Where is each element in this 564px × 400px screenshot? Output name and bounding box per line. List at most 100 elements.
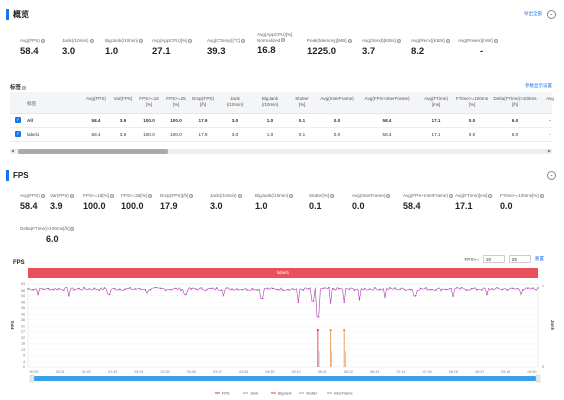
reset-button[interactable]: 重置 [534,256,544,261]
fps-point [68,295,70,297]
help-icon[interactable]: ? [330,193,335,198]
fps-metric: Stutter[%]? 0.1 [309,193,335,211]
help-icon[interactable]: ? [188,38,193,43]
help-icon[interactable]: ? [396,38,401,43]
slider-handle-left[interactable] [29,374,35,383]
param-display-settings-link[interactable]: 参数显示设置 [525,83,552,88]
fps-point [292,288,294,290]
help-icon[interactable]: ? [493,38,498,43]
export-all-link[interactable]: 导出全部 [524,11,542,16]
help-icon[interactable]: ? [289,193,294,198]
tags-title-text: 标签 [10,85,22,91]
column-header[interactable]: Stutter [%] [295,96,309,107]
column-header[interactable]: BigJank (/10min) [262,96,279,107]
legend-label[interactable]: FPS [222,391,230,395]
scroll-left-arrow[interactable]: ◀ [11,148,15,153]
help-icon[interactable]: ? [40,193,45,198]
fps-point [532,287,534,289]
help-icon[interactable]: ? [281,38,286,43]
y-tick-label: 4 [23,360,25,364]
fps-point [170,289,172,291]
legend-label[interactable]: BigJank [278,391,292,395]
x-tick-label: 07:14 [396,370,405,374]
fps-threshold-input-1[interactable] [482,255,505,263]
help-icon[interactable]: ? [448,193,453,198]
help-icon[interactable]: ? [237,193,242,198]
help-icon[interactable]: ? [241,38,246,43]
column-header-label: Drop(FPS) [192,96,214,101]
fps-point [394,287,396,289]
column-header[interactable]: Drop(FPS) [/h] [192,96,214,107]
legend-label[interactable]: Stutter [306,391,318,395]
x-tick-label: 08:16 [449,370,458,374]
column-header[interactable]: Delta(FTime)>100ms [/h] [493,96,536,107]
fps-chart-title: FPS [13,260,25,266]
column-header[interactable]: FPS>=18 [%] [139,96,158,107]
column-header[interactable]: Avg(FPS+InterFrame) [365,96,410,102]
y-tick-label: 31 [21,324,25,328]
help-icon[interactable]: ? [386,193,391,198]
help-icon[interactable]: ? [189,193,194,198]
fps-point [491,288,493,290]
table-header-row: 标签 Avg(FPS) Var(FPS) FPS>=18 [%] FPS>=25 [%] Dr… [10,92,554,114]
help-icon[interactable]: ? [148,193,153,198]
row-checkbox[interactable]: ✓ [15,117,21,123]
row-checkbox[interactable]: ✓ [15,131,21,137]
fps-point [374,287,376,289]
column-header[interactable]: 标签 [27,101,36,107]
help-icon[interactable]: ? [22,85,27,90]
help-icon[interactable]: ? [445,38,450,43]
overview-metric: Avg(FPS)? 58.4 [20,38,45,57]
column-header[interactable]: Jank (/10min) [227,96,244,107]
table-horizontal-scrollbar[interactable]: ◀ ▶ [10,148,552,154]
help-icon[interactable]: ? [139,38,144,43]
help-icon[interactable]: ? [89,38,94,43]
legend-label[interactable]: Jank [250,391,258,395]
column-header[interactable]: Avg [546,96,554,102]
fps-point [175,287,177,289]
fps-point [103,287,106,289]
y-tick-label: 45 [21,306,25,310]
metric-label: Jank(/10min) [62,38,89,43]
x-tick-label: 04:08 [239,370,248,374]
help-icon[interactable]: ? [69,193,74,198]
help-icon[interactable]: ? [110,193,115,198]
table-cell: - [549,118,551,123]
column-header[interactable]: Var(FPS) [114,96,133,102]
column-header-label: Avg(FTime) [424,96,448,101]
table-row[interactable]: ✓ All 58.4 3.9 100.0 100.0 17.9 3.0 1.0 0.1 0.0 58.… [10,114,552,128]
help-icon[interactable]: ? [70,226,75,231]
fps-point [261,297,264,300]
fps-point [333,288,335,290]
fps-chart[interactable]: 635854494540363127221813940FPS10Jank00:0… [0,280,564,400]
column-header[interactable]: FPS>=25 [%] [166,96,185,107]
help-icon[interactable]: ? [539,193,544,198]
fps-point [409,289,412,291]
time-range-slider[interactable] [34,376,536,381]
overview-metric: BigJank(/10min)? 1.0 [105,38,144,57]
slider-handle-right[interactable] [535,374,541,383]
fps-point [399,288,401,290]
table-row[interactable]: ✓ label1 58.4 3.9 100.0 100.0 17.9 3.0 1.0 0.1 0.0… [10,128,552,142]
help-icon[interactable]: ? [347,38,352,43]
fps-metric: FPS>=18[%]? 100.0 [83,193,115,211]
fps-collapse-button[interactable]: ⌄ [547,170,556,180]
fps-metric: Delta(FTime)>100ms[/h]? 6.0 [20,226,75,244]
column-header[interactable]: Avg(FPS) [86,96,106,102]
column-header[interactable]: FTime>=100ms [%] [456,96,488,107]
fps-threshold-input-2[interactable] [508,255,531,263]
help-icon[interactable]: ? [40,38,45,43]
scroll-right-arrow[interactable]: ▶ [547,148,551,153]
fps-point [460,287,463,289]
fps-point [430,289,432,291]
overview-collapse-button[interactable]: ⌄ [547,9,556,19]
help-icon[interactable]: ? [488,193,493,198]
column-header[interactable]: Avg(InterFrame) [320,96,353,102]
legend-label[interactable]: InterFrame [334,391,353,395]
overview-metric: Avg(CTemp)[°C]? 39.3 [207,38,246,57]
scrollbar-thumb[interactable] [18,149,168,154]
column-header[interactable]: Avg(FTime) [ms] [424,96,448,107]
metric-value: 100.0 [121,200,144,211]
label-range-bar[interactable]: label1 [28,268,538,278]
y-tick-label: 9 [23,353,25,357]
